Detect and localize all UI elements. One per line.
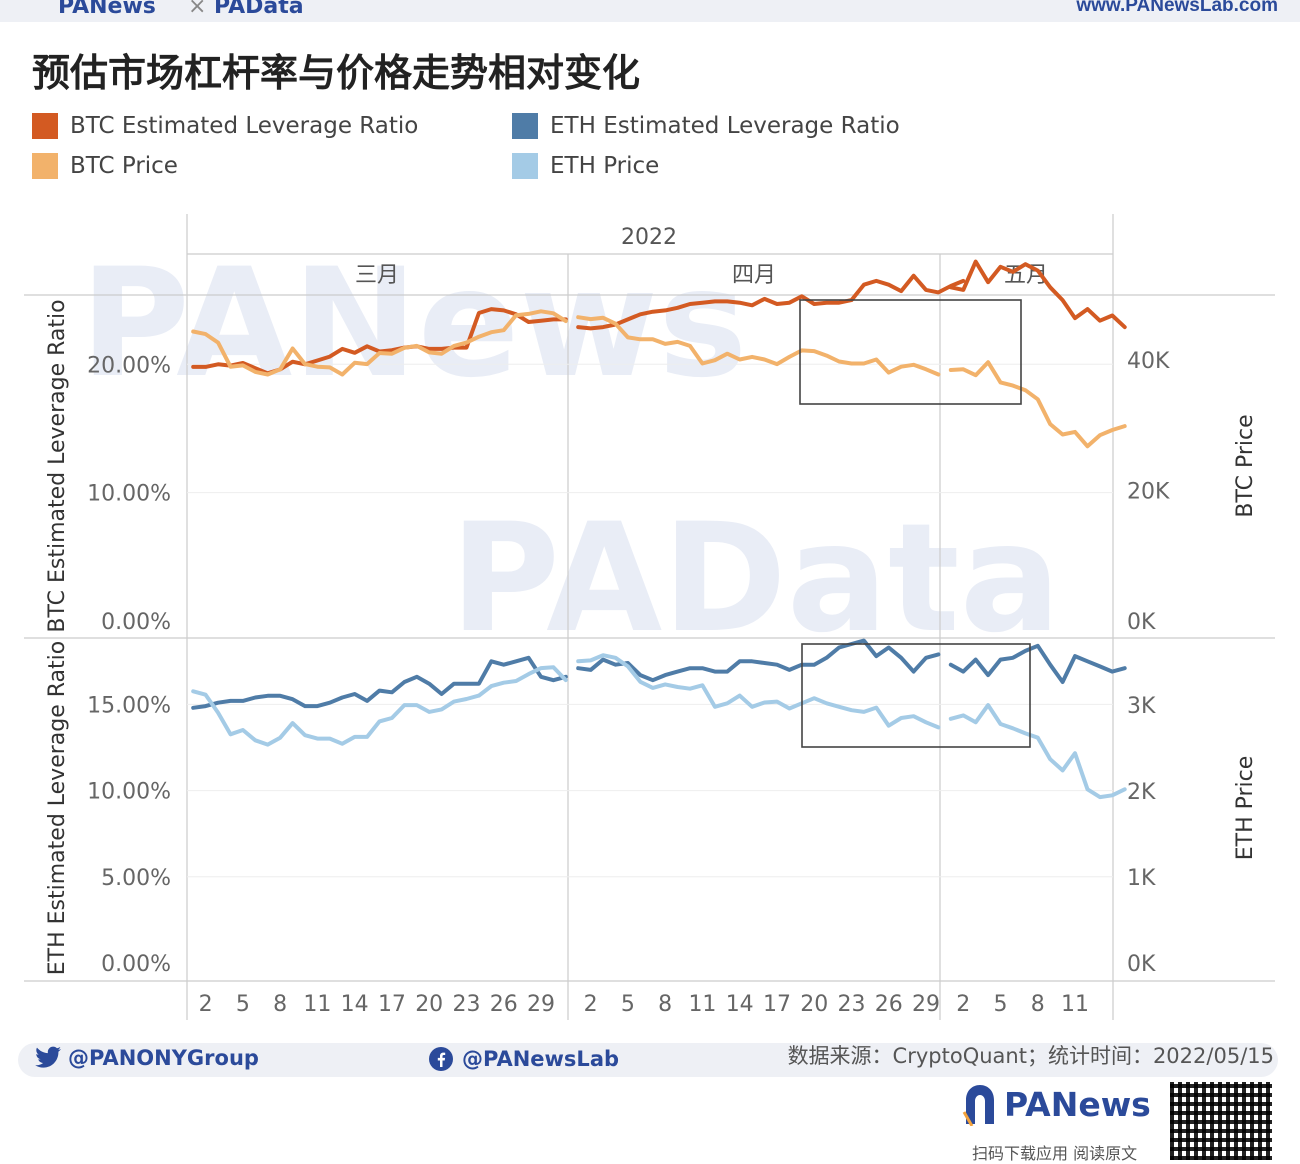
x-tick-label: 20 (415, 992, 443, 1017)
eth-left-tick-label: 15.00% (87, 693, 171, 718)
twitter-handle[interactable]: @PANONYGroup (34, 1046, 259, 1070)
eth-left-axis-label: ETH Estimated Leverage Ratio (45, 641, 70, 975)
x-tick-label: 8 (273, 992, 287, 1017)
brand-separator: × (188, 0, 207, 19)
eth-left-tick-label: 5.00% (101, 866, 171, 891)
btc-estimated-leverage-ratio-line (576, 273, 966, 331)
x-tick-label: 23 (452, 992, 480, 1017)
eth-right-tick-label: 2K (1127, 780, 1156, 805)
legend-swatch (512, 153, 538, 179)
series-lines (191, 259, 1127, 800)
btc-right-tick-label: 20K (1127, 480, 1170, 505)
qr-code[interactable] (1170, 1082, 1272, 1160)
legend-swatch (512, 113, 538, 139)
eth-right-axis-label: ETH Price (1233, 756, 1258, 861)
btc-price-line (191, 309, 568, 377)
x-tick-label: 20 (800, 992, 828, 1017)
eth-right-tick-label: 0K (1127, 952, 1156, 977)
highlight-box-btc (799, 299, 1022, 405)
eth-price-line (948, 703, 1127, 800)
x-tick-label: 2 (199, 992, 213, 1017)
legend-eth-leverage: ETH Estimated Leverage Ratio (512, 111, 900, 141)
btc-estimated-leverage-ratio-line (948, 259, 1127, 330)
x-tick-label: 5 (236, 992, 250, 1017)
x-tick-label: 8 (1031, 992, 1045, 1017)
legend-label: ETH Price (550, 153, 660, 179)
x-tick-label: 26 (875, 992, 903, 1017)
x-tick-label: 29 (912, 992, 940, 1017)
btc-right-tick-label: 40K (1127, 349, 1170, 374)
btc-left-tick-label: 0.00% (101, 610, 171, 635)
x-tick-label: 11 (688, 992, 716, 1017)
month-header-march: 三月 (355, 263, 399, 288)
eth-price-line (576, 653, 941, 730)
chart-title: 预估市场杠杆率与价格走势相对变化 (32, 51, 641, 95)
watermark-padata: PAData (450, 492, 1061, 666)
legend-eth-price: ETH Price (512, 151, 659, 181)
x-tick-label: 26 (490, 992, 518, 1017)
btc-left-tick-label: 10.00% (87, 482, 171, 507)
legend-label: ETH Estimated Leverage Ratio (550, 113, 900, 139)
eth-right-tick-label: 3K (1127, 694, 1156, 719)
legend-label: BTC Price (70, 153, 178, 179)
legend-btc-leverage: BTC Estimated Leverage Ratio (32, 111, 418, 141)
btc-right-axis-label: BTC Price (1233, 414, 1258, 517)
eth-right-tick-label: 1K (1127, 866, 1156, 891)
axis-ticks: 0.00%10.00%20.00%0K20K40K0.00%5.00%10.00… (87, 349, 1170, 1017)
facebook-handle-text: @PANewsLab (462, 1047, 620, 1071)
year-header: 2022 (621, 225, 677, 250)
x-tick-label: 29 (527, 992, 555, 1017)
chart-frame (24, 214, 1275, 1020)
legend-swatch (32, 113, 58, 139)
eth-price-line (191, 665, 568, 747)
x-tick-label: 17 (763, 992, 791, 1017)
month-header-april: 四月 (732, 263, 776, 288)
x-tick-label: 2 (956, 992, 970, 1017)
x-tick-label: 17 (378, 992, 406, 1017)
x-tick-label: 2 (584, 992, 598, 1017)
facebook-icon (429, 1047, 453, 1071)
x-tick-label: 5 (994, 992, 1008, 1017)
legend-btc-price: BTC Price (32, 151, 178, 181)
facebook-handle[interactable]: @PANewsLab (428, 1046, 619, 1072)
legend-swatch (32, 153, 58, 179)
btc-left-axis-label: BTC Estimated Leverage Ratio (45, 299, 70, 632)
eth-left-tick-label: 10.00% (87, 780, 171, 805)
x-tick-label: 11 (1061, 992, 1089, 1017)
eth-estimated-leverage-ratio-line (576, 638, 941, 683)
scan-caption: 扫码下载应用 阅读原文 (972, 1144, 1138, 1163)
x-tick-label: 5 (621, 992, 635, 1017)
x-tick-label: 8 (658, 992, 672, 1017)
btc-price-line (948, 360, 1127, 449)
btc-left-tick-label: 20.00% (87, 353, 171, 378)
watermark-panews: PANews (80, 237, 747, 411)
btc-right-tick-label: 0K (1127, 610, 1156, 635)
data-source: 数据来源：CryptoQuant；统计时间：2022/05/15 (787, 1044, 1274, 1068)
site-url[interactable]: www.PANewsLab.com (1076, 0, 1278, 16)
legend-label: BTC Estimated Leverage Ratio (70, 113, 419, 139)
btc-price-line (576, 315, 941, 377)
twitter-handle-text: @PANONYGroup (68, 1046, 259, 1070)
x-tick-label: 23 (837, 992, 865, 1017)
top-banner (0, 0, 1300, 22)
twitter-bird-icon (35, 1046, 61, 1068)
eth-estimated-leverage-ratio-line (948, 643, 1127, 684)
brand-panews: PANews (58, 0, 156, 19)
panews-logo-icon (962, 1085, 994, 1126)
x-tick-label: 14 (726, 992, 754, 1017)
gridlines (187, 363, 1113, 878)
logo-text: PANews (1004, 1084, 1151, 1124)
x-tick-label: 14 (341, 992, 369, 1017)
eth-left-tick-label: 0.00% (101, 952, 171, 977)
eth-estimated-leverage-ratio-line (191, 655, 568, 710)
footer-bar (18, 1043, 1278, 1077)
x-tick-label: 11 (303, 992, 331, 1017)
panews-logo[interactable]: PANews (962, 1082, 1151, 1126)
highlight-box-eth (801, 643, 1031, 748)
brand-padata: PAData (214, 0, 304, 19)
